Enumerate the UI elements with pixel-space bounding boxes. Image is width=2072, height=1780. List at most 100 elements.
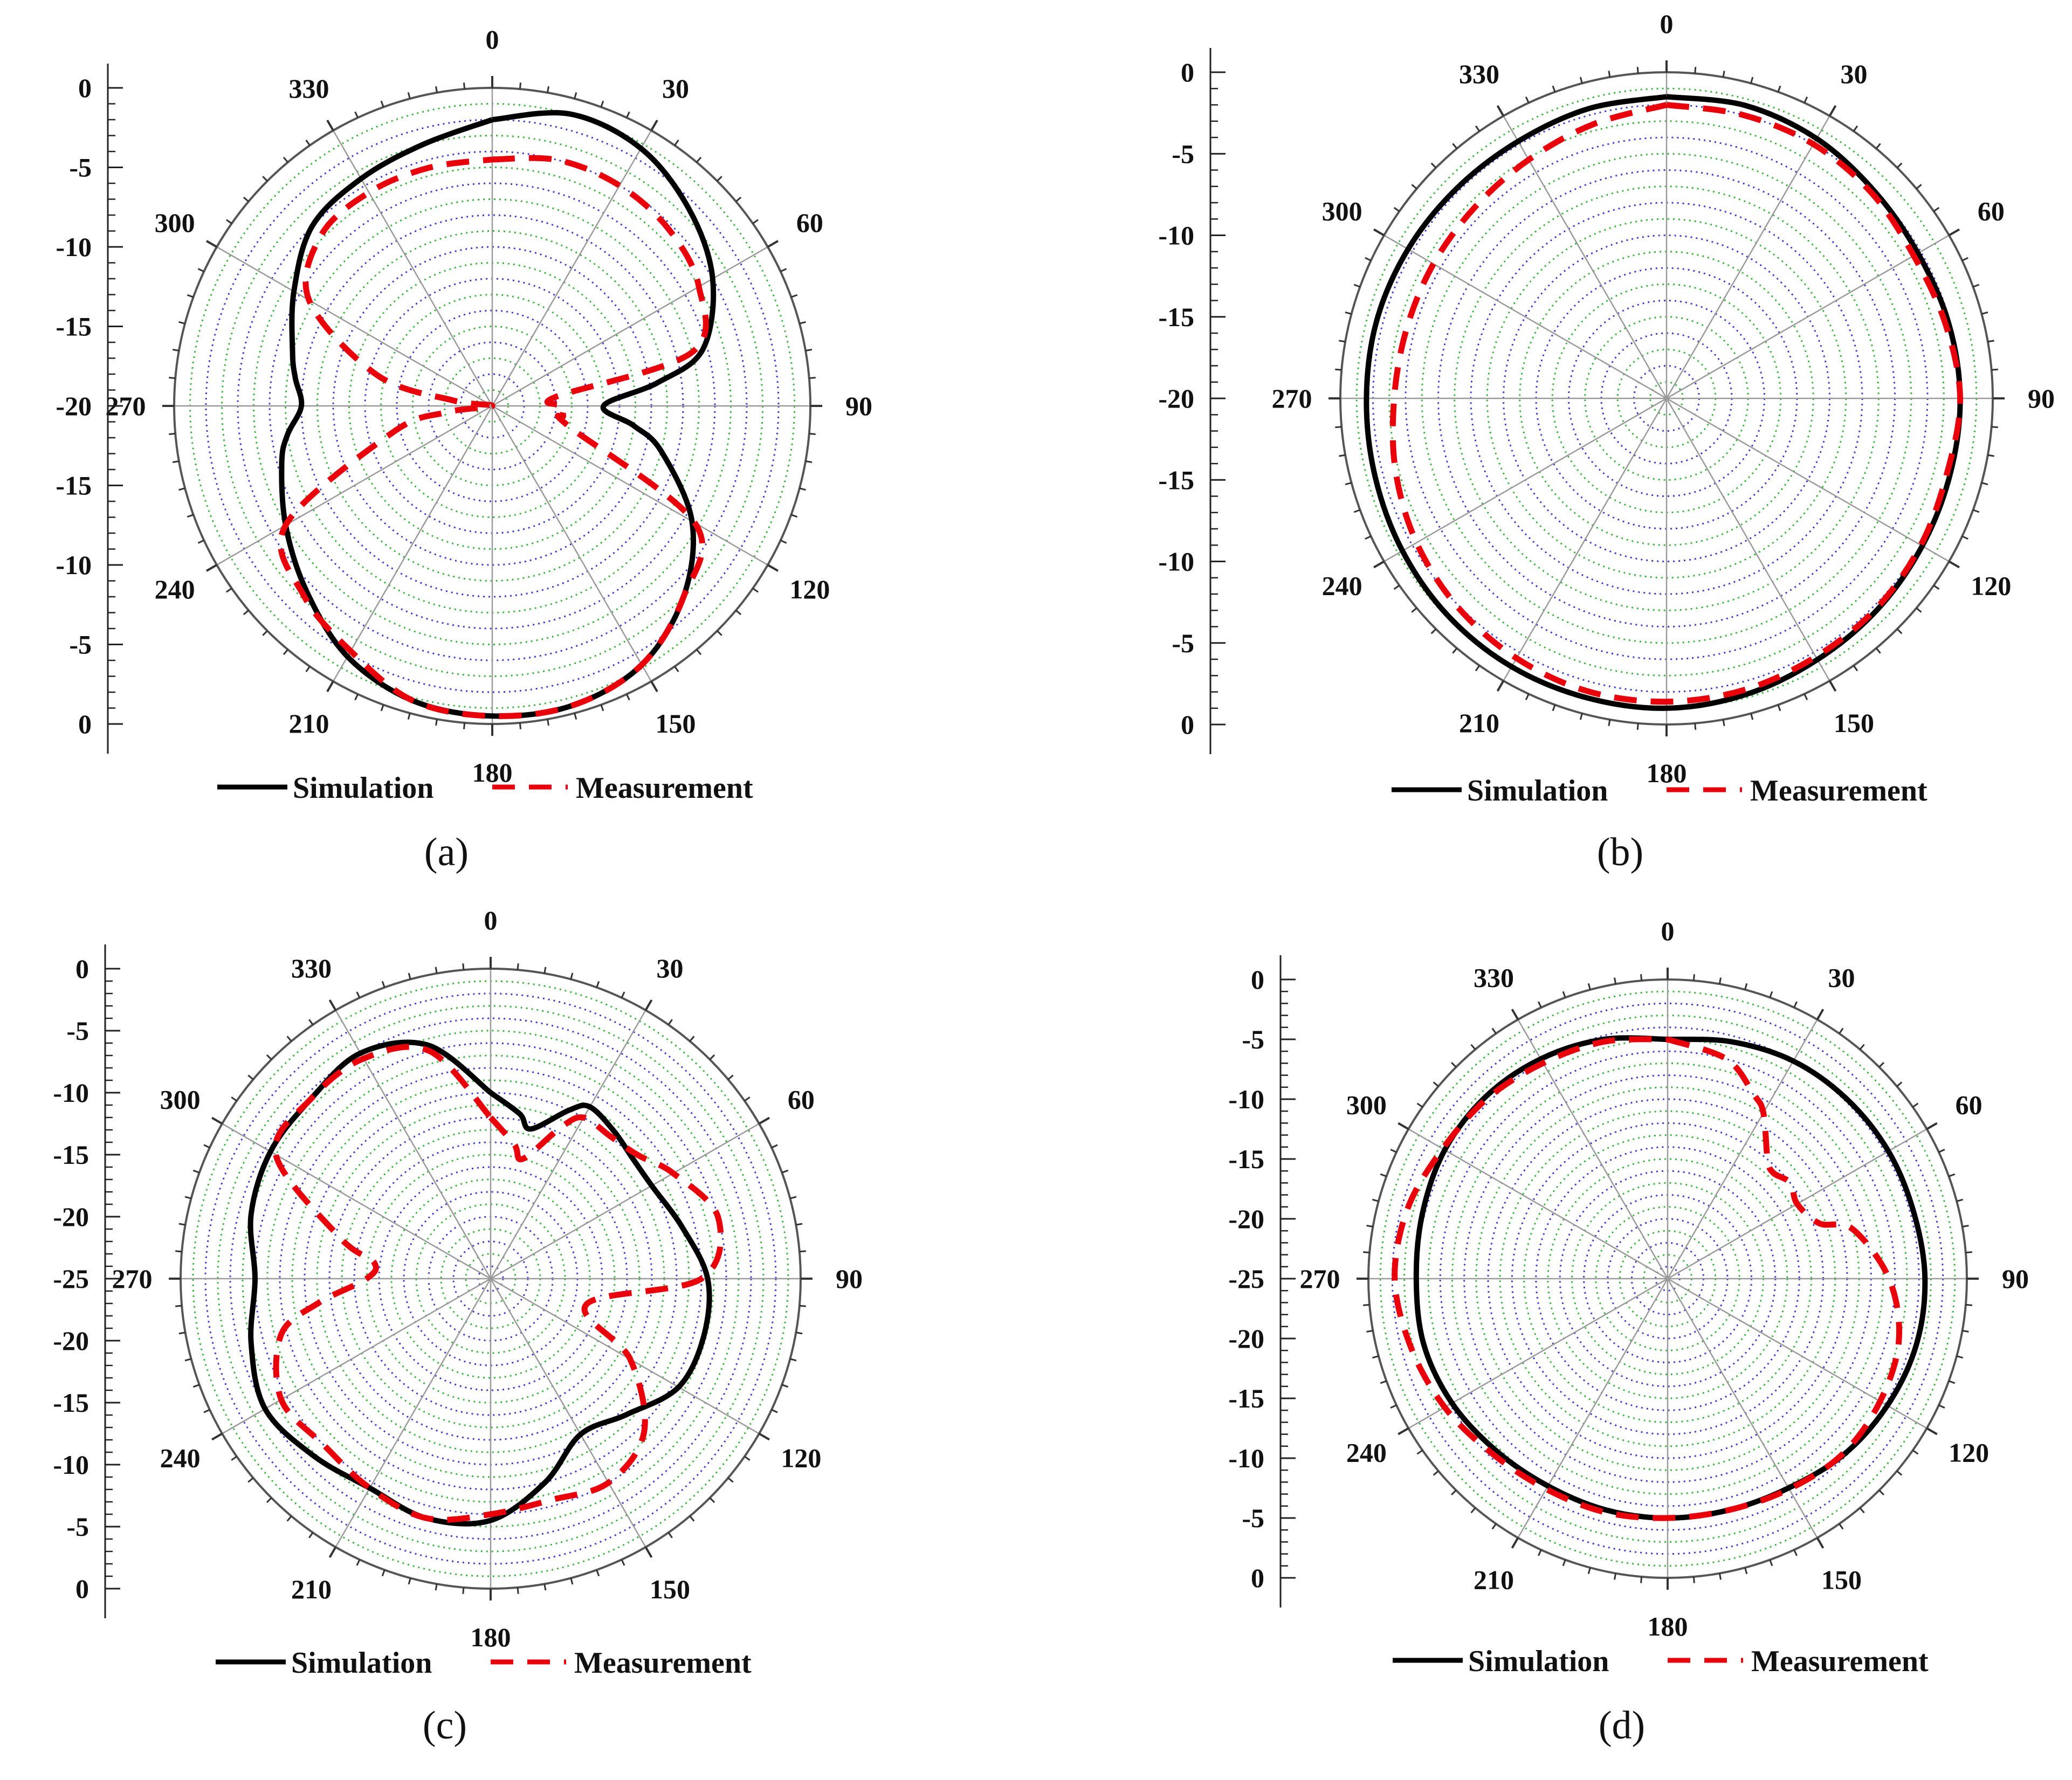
angle-label-120: 120 <box>1949 1438 1989 1468</box>
angle-tick <box>1366 1329 1373 1333</box>
angle-tick <box>744 1455 751 1461</box>
angle-tick <box>674 140 679 146</box>
angle-tick <box>326 119 334 132</box>
grid-spoke <box>1667 1278 1928 1429</box>
legend: Simulation Measurement <box>1393 1645 1929 1678</box>
angle-label-180: 180 <box>472 757 513 788</box>
angle-tick <box>1390 1404 1397 1409</box>
angle-tick <box>767 240 779 248</box>
angle-tick <box>380 704 384 712</box>
angle-tick <box>1896 162 1903 169</box>
angle-tick <box>1411 184 1417 190</box>
angle-tick <box>543 967 547 974</box>
grid-spoke <box>1665 115 1830 399</box>
grid-spoke <box>1383 234 1667 399</box>
legend-measurement-label: Measurement <box>576 771 753 805</box>
grid-spoke <box>490 1278 646 1548</box>
angle-tick <box>1793 1549 1798 1556</box>
angle-label-0: 0 <box>1660 9 1674 39</box>
angle-tick <box>1552 704 1556 712</box>
radial-tick-label: -15 <box>53 1388 89 1418</box>
angle-tick <box>1912 1102 1919 1108</box>
angle-tick <box>600 704 604 712</box>
angle-label-300: 300 <box>160 1085 201 1115</box>
angle-tick <box>1987 454 1994 457</box>
radial-tick-label: -15 <box>1228 1144 1264 1174</box>
angle-tick <box>1803 96 1808 104</box>
angle-tick <box>1878 1489 1884 1495</box>
angle-tick <box>354 694 359 701</box>
measurement-series-line <box>272 1044 724 1523</box>
simulation-series-line <box>247 1039 712 1527</box>
angle-tick <box>1722 71 1725 78</box>
angle-tick <box>283 156 288 163</box>
angle-label-210: 210 <box>1459 708 1499 738</box>
radial-tick-label: -10 <box>56 232 92 262</box>
angle-tick <box>796 1331 803 1335</box>
grid-spoke <box>492 246 768 407</box>
angle-tick <box>717 176 722 182</box>
angle-tick <box>799 321 806 325</box>
angle-tick <box>308 1532 314 1538</box>
angle-tick <box>781 1169 789 1174</box>
angle-tick <box>1393 206 1400 212</box>
angle-tick <box>178 1223 185 1226</box>
angle-label-120: 120 <box>781 1443 821 1473</box>
legend-simulation-label: Simulation <box>291 1646 432 1680</box>
angle-tick <box>674 666 679 672</box>
angle-tick <box>1839 1027 1844 1034</box>
angle-label-120: 120 <box>789 574 830 604</box>
angle-tick <box>644 1546 653 1558</box>
angle-label-30: 30 <box>1828 962 1855 992</box>
angle-tick <box>1896 1470 1903 1476</box>
angle-tick <box>305 666 311 672</box>
angle-label-90: 90 <box>845 391 872 421</box>
angle-tick <box>644 999 653 1011</box>
grid-spoke <box>332 405 493 682</box>
angle-tick <box>1956 1198 1964 1202</box>
radial-tick-label: -5 <box>66 1016 89 1046</box>
angle-tick <box>1470 1044 1476 1050</box>
angle-tick <box>1614 1573 1617 1580</box>
radial-tick-label: -15 <box>56 312 92 342</box>
angle-tick <box>226 219 232 224</box>
angle-label-210: 210 <box>1474 1565 1514 1595</box>
angle-tick <box>1636 67 1639 74</box>
radial-tick-label: -20 <box>1228 1323 1264 1354</box>
angle-tick <box>462 1587 465 1594</box>
angle-label-240: 240 <box>155 574 195 604</box>
angle-tick <box>308 1019 314 1025</box>
angle-tick <box>266 1054 272 1060</box>
radial-tick-label: -10 <box>53 1078 89 1108</box>
angle-tick <box>172 460 180 463</box>
angle-tick <box>1640 974 1643 981</box>
polar-chart-3: 03060901201501802102402703003300-5-10-15… <box>53 905 863 1748</box>
angle-label-0: 0 <box>1661 916 1675 946</box>
angle-tick <box>735 196 742 202</box>
angle-tick <box>1816 1537 1825 1549</box>
legend-simulation-label: Simulation <box>1468 1645 1609 1678</box>
angle-tick <box>1828 105 1837 117</box>
radial-tick-label: -20 <box>1158 383 1194 413</box>
grid-spoke <box>1517 1278 1669 1538</box>
angle-tick <box>211 1116 223 1125</box>
panel-caption: (c) <box>423 1703 467 1748</box>
angle-label-300: 300 <box>155 208 195 238</box>
grid-spoke <box>1383 397 1667 562</box>
radial-tick-label: -20 <box>53 1326 89 1356</box>
angle-tick <box>407 713 411 720</box>
angle-tick <box>780 268 787 273</box>
angle-tick <box>266 1497 272 1503</box>
angle-tick <box>790 514 798 518</box>
angle-tick <box>1353 509 1361 513</box>
grid-spoke <box>216 405 493 566</box>
angle-tick <box>462 963 465 970</box>
angle-tick <box>326 680 334 693</box>
angle-tick <box>247 1074 254 1080</box>
grid-spoke <box>490 1010 646 1279</box>
angle-tick <box>184 1358 191 1362</box>
angle-label-90: 90 <box>2028 383 2055 413</box>
angle-tick <box>1614 977 1617 984</box>
angle-tick <box>381 1569 386 1577</box>
